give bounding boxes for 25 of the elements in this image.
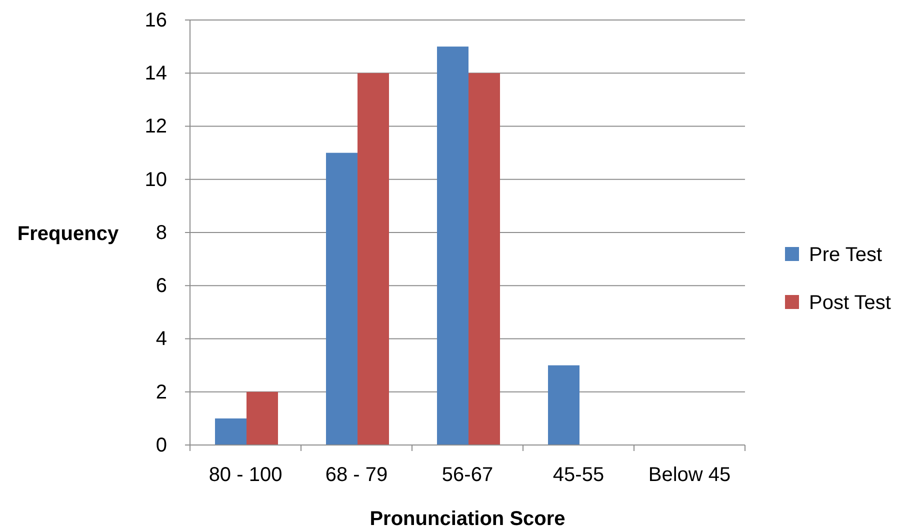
- y-tick-label: 14: [144, 62, 167, 85]
- bar: [246, 392, 278, 445]
- legend-label: Pre Test: [809, 244, 882, 266]
- y-tick-label: 0: [156, 434, 167, 456]
- legend-label: Post Test: [809, 292, 892, 314]
- bar: [326, 152, 358, 445]
- y-tick-label: 2: [156, 381, 167, 404]
- bar: [437, 46, 468, 445]
- x-tick-label: 56-67: [442, 464, 494, 486]
- bar: [468, 73, 500, 445]
- bar: [215, 418, 246, 445]
- x-tick-label: 68 - 79: [325, 464, 388, 486]
- y-tick-label: 16: [144, 9, 167, 32]
- y-tick-label: 4: [156, 328, 167, 350]
- bar: [358, 73, 389, 445]
- y-tick-label: 10: [144, 168, 167, 191]
- y-axis-title: Frequency: [17, 223, 120, 245]
- x-tick-label: Below 45: [648, 464, 731, 486]
- x-tick-label: 80 - 100: [208, 464, 282, 486]
- y-tick-label: 6: [156, 275, 167, 298]
- y-tick-label: 8: [156, 222, 167, 244]
- bar: [548, 365, 580, 445]
- y-tick-label: 12: [144, 116, 167, 138]
- x-tick-label: 45-55: [552, 464, 604, 486]
- x-axis-title: Pronunciation Score: [370, 508, 566, 530]
